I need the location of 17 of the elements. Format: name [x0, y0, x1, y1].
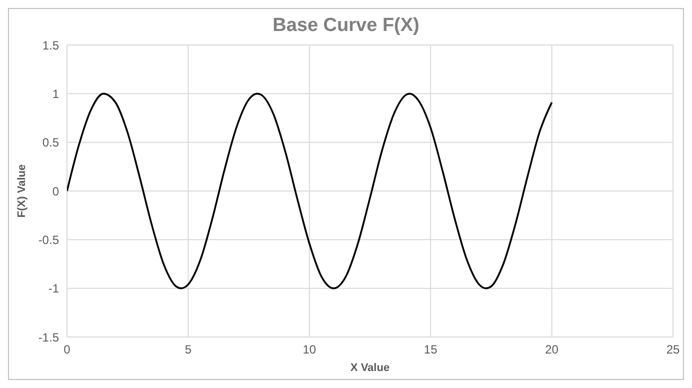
x-tick-label: 5 [184, 342, 192, 357]
x-tick-label: 25 [666, 342, 680, 357]
y-tick-label: -1.5 [38, 330, 60, 344]
y-tick-label: -1 [48, 282, 60, 296]
x-tick-label: 10 [302, 342, 316, 357]
x-tick-label: 15 [424, 342, 438, 357]
y-tick-label: 1.5 [42, 38, 60, 52]
x-tick-label: 0 [64, 342, 71, 357]
y-tick-label: 0 [52, 184, 60, 198]
y-tick-label: 0.5 [42, 136, 60, 150]
line-series [67, 92, 553, 290]
x-axis-title: X Value [350, 362, 390, 374]
x-tick-label: 20 [545, 342, 559, 357]
y-tick-label: 1 [52, 86, 60, 101]
chart-title: Base Curve F(X) [272, 15, 420, 37]
y-axis-title: F(X) Value [16, 164, 28, 218]
y-tick-label: -0.5 [38, 232, 60, 247]
